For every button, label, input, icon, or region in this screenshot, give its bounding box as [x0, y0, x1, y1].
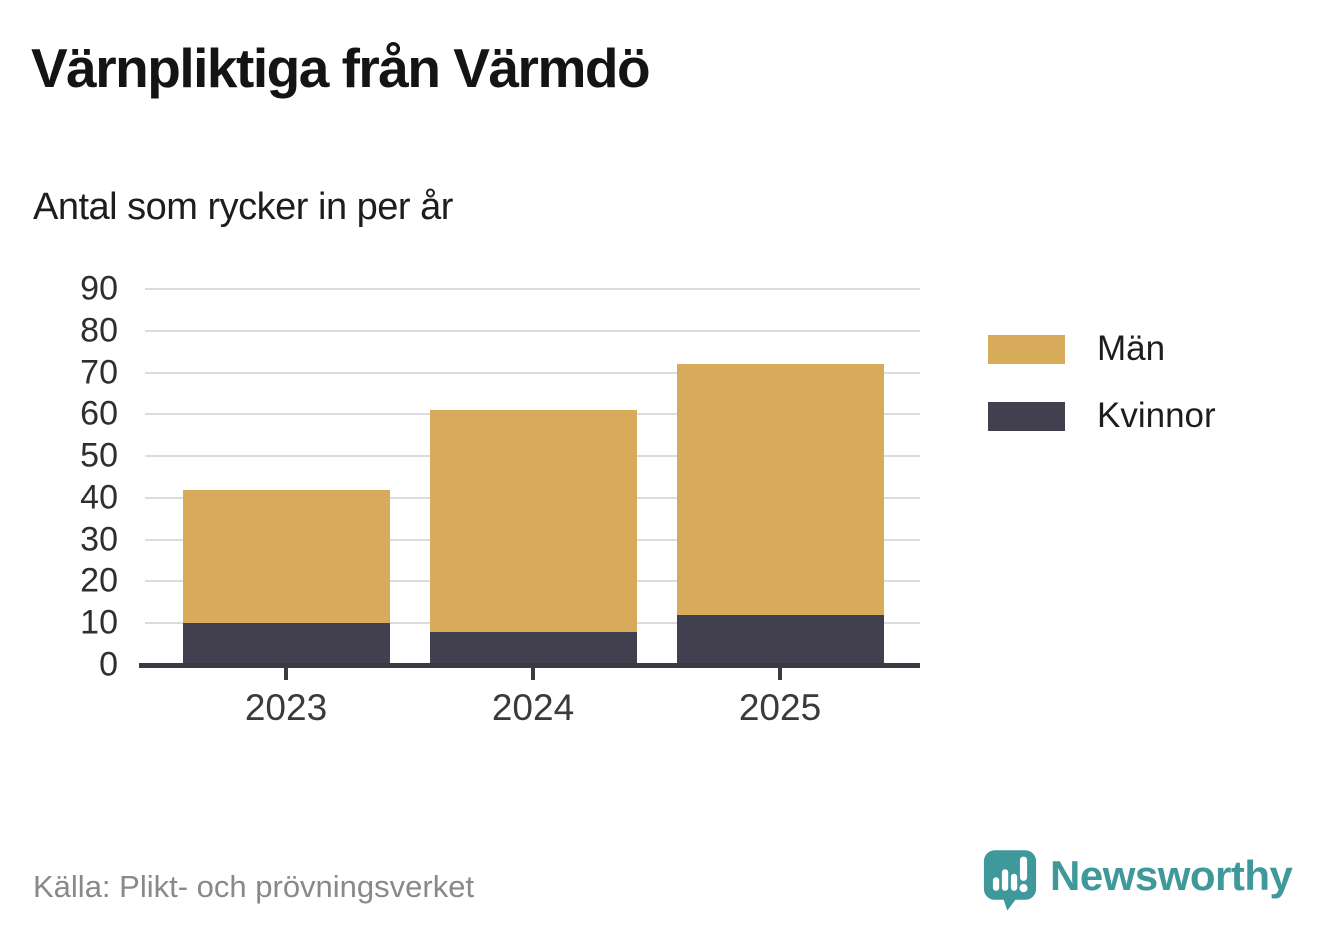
x-tick-label-2024: 2024 [491, 687, 575, 728]
bar-2024-kvinnor [429, 631, 637, 665]
y-tick-label-80: 80 [80, 311, 118, 350]
y-tick-label-40: 40 [80, 478, 118, 517]
chart-title: Värnpliktiga från Värmdö [31, 37, 651, 99]
bar-2025-kvinnor [676, 614, 884, 665]
y-tick-label-70: 70 [80, 353, 118, 392]
bar-2023-kvinnor [182, 623, 390, 665]
y-tick-label-0: 0 [99, 645, 118, 684]
legend-swatch-män [988, 334, 1065, 364]
chart-subtitle: Antal som rycker in per år [33, 186, 453, 228]
x-tick-label-2025: 2025 [738, 687, 822, 728]
newsworthy-logo: Newsworthy [983, 849, 1293, 911]
legend-swatch-kvinnor [988, 401, 1065, 431]
bar-2023-män [182, 489, 390, 624]
plot-area: 2023 2024 2025 [139, 288, 920, 728]
x-tick-2024 [531, 667, 535, 680]
newsworthy-logo-icon [983, 850, 1037, 911]
x-tick-2023 [284, 667, 288, 680]
bar-2025-män [676, 364, 884, 615]
y-tick-label-60: 60 [80, 394, 118, 433]
legend-item-kvinnor: Kvinnor [988, 396, 1216, 436]
gridline-80 [145, 329, 920, 332]
bar-2024-män [429, 410, 637, 632]
legend: Män Kvinnor [988, 329, 1216, 463]
y-tick-label-50: 50 [80, 436, 118, 475]
x-tick-2025 [778, 667, 782, 680]
y-tick-label-10: 10 [80, 603, 118, 642]
legend-item-män: Män [988, 329, 1216, 369]
legend-label-män: Män [1097, 329, 1166, 368]
gridline-90 [145, 288, 920, 290]
gridline-70 [145, 371, 920, 374]
y-tick-label-30: 30 [80, 520, 118, 559]
y-axis: 0 10 20 30 40 50 60 70 80 90 [33, 270, 118, 684]
y-tick-label-20: 20 [80, 561, 118, 600]
newsworthy-wordmark: Newsworthy [1050, 852, 1293, 899]
x-tick-label-2023: 2023 [244, 687, 328, 728]
x-axis-line [139, 663, 920, 668]
legend-label-kvinnor: Kvinnor [1097, 396, 1216, 435]
y-tick-label-90: 90 [80, 269, 118, 308]
source-note: Källa: Plikt- och prövningsverket [33, 869, 475, 904]
